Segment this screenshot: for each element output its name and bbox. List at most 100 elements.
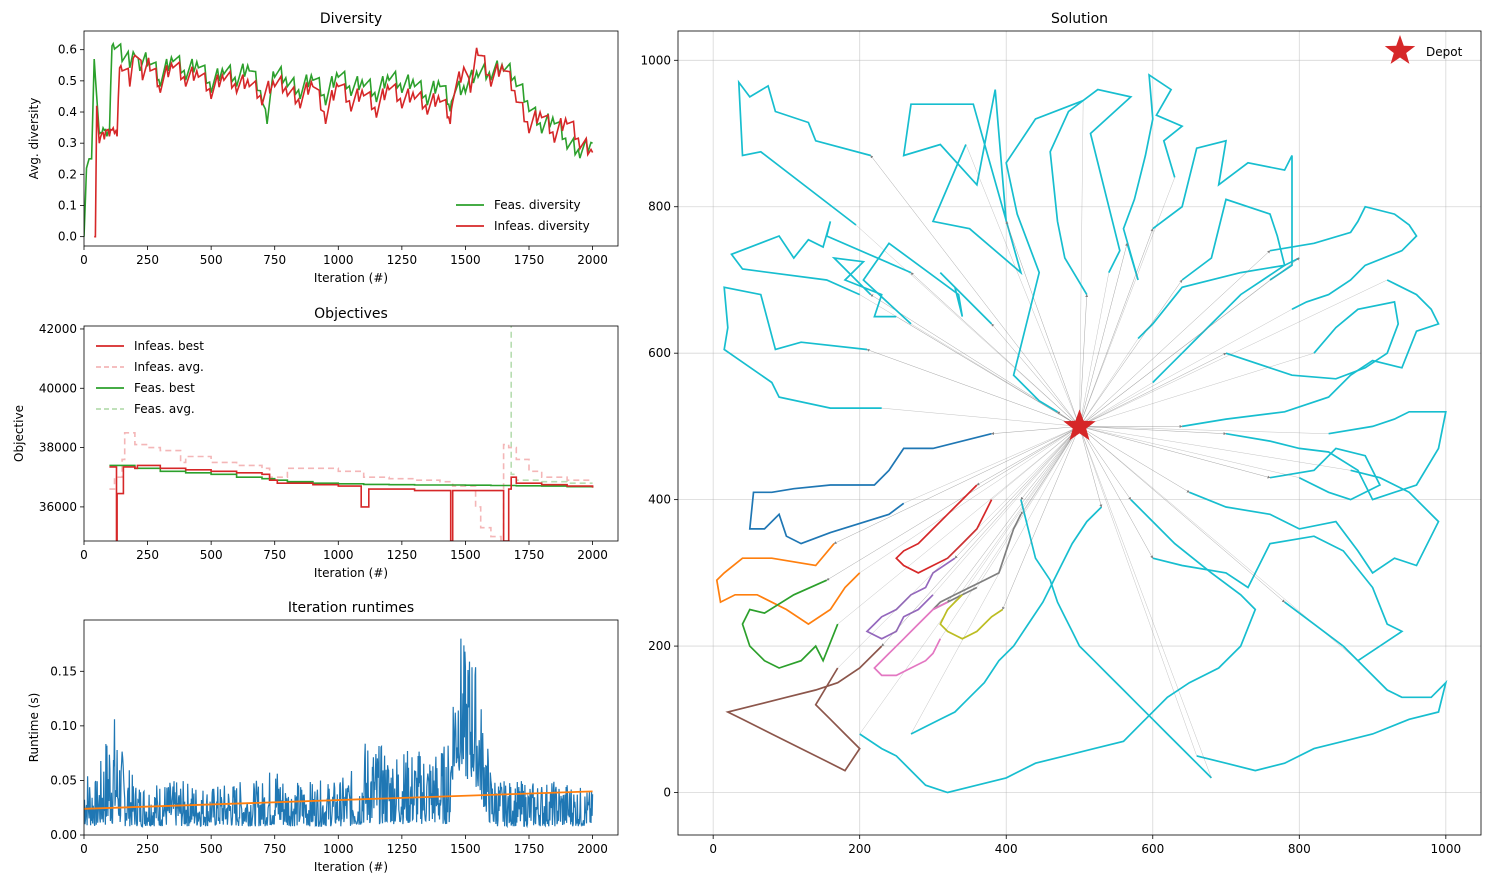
route-return-line bbox=[1079, 309, 1293, 427]
route-return-line bbox=[859, 426, 1080, 574]
objectives-chart: 0 250 500 750 1000 1250 1500 1750 2000 36000 38000… bbox=[12, 306, 619, 580]
legend-label: Feas. best bbox=[134, 381, 195, 395]
y-axis-label: Objective bbox=[12, 405, 26, 462]
route-arrow bbox=[866, 348, 1080, 427]
route-return-line bbox=[1079, 338, 1139, 427]
route-return-line bbox=[910, 323, 1080, 427]
runtimes-chart: 0 250 500 750 1000 1250 1500 1750 2000 0.00 0.05 0.… bbox=[27, 600, 619, 874]
route-return-line bbox=[1079, 426, 1300, 478]
route-line bbox=[1049, 88, 1133, 296]
route-arrow bbox=[826, 426, 1080, 581]
y-tick-label: 200 bbox=[648, 639, 671, 653]
route-return-line bbox=[837, 426, 1080, 669]
route-arrow bbox=[991, 426, 1080, 436]
x-tick-label: 2000 bbox=[577, 253, 608, 267]
legend-label: Infeas. best bbox=[134, 339, 204, 353]
route-arrow bbox=[1079, 426, 1227, 436]
x-tick-label: 1250 bbox=[387, 548, 418, 562]
route-return-line bbox=[1079, 426, 1329, 434]
y-tick-label: 0.6 bbox=[58, 43, 77, 57]
x-tick-label: 750 bbox=[263, 842, 286, 856]
route-arrow bbox=[1079, 228, 1154, 427]
y-tick-label: 0.00 bbox=[50, 828, 77, 842]
x-tick-label: 600 bbox=[1141, 842, 1164, 856]
legend-depot-marker bbox=[1384, 35, 1416, 64]
route-line bbox=[1005, 99, 1084, 413]
y-tick-label: 0.0 bbox=[58, 230, 77, 244]
x-tick-label: 1500 bbox=[450, 253, 481, 267]
route-arrow bbox=[833, 426, 1080, 544]
x-tick-label: 1750 bbox=[514, 842, 545, 856]
x-tick-label: 250 bbox=[136, 842, 159, 856]
y-tick-label: 0.10 bbox=[50, 719, 77, 733]
route-arrow bbox=[870, 155, 1080, 427]
y-tick-label: 0.3 bbox=[58, 136, 77, 150]
x-tick-label: 1000 bbox=[323, 548, 354, 562]
route-return-line bbox=[896, 316, 1080, 427]
legend-label: Feas. diversity bbox=[494, 198, 581, 212]
route-arrow bbox=[1002, 426, 1080, 610]
x-tick-label: 1750 bbox=[514, 253, 545, 267]
x-tick-label: 500 bbox=[200, 253, 223, 267]
diversity-chart: 0 250 500 750 1000 1250 1500 1750 2000 0.0 0.1 0.2 0… bbox=[27, 11, 619, 285]
route-line bbox=[902, 89, 1023, 276]
x-axis-label: Iteration (#) bbox=[314, 860, 388, 874]
y-tick-label: 800 bbox=[648, 200, 671, 214]
chart-title: Diversity bbox=[320, 11, 382, 27]
x-tick-label: 1250 bbox=[387, 842, 418, 856]
x-tick-label: 1000 bbox=[1431, 842, 1462, 856]
axes-frame bbox=[83, 30, 619, 247]
chart-title: Iteration runtimes bbox=[288, 600, 414, 616]
route-return-line bbox=[1079, 426, 1212, 778]
route-return-line bbox=[855, 224, 1080, 427]
route-return-line bbox=[910, 426, 1080, 735]
route-line bbox=[865, 557, 956, 640]
legend-label: Feas. avg. bbox=[134, 402, 195, 416]
x-tick-label: 250 bbox=[136, 548, 159, 562]
x-tick-label: 250 bbox=[136, 253, 159, 267]
route-return-line bbox=[1079, 272, 1110, 427]
axes-frame bbox=[83, 619, 619, 836]
y-tick-label: 0.05 bbox=[50, 773, 77, 787]
route-line bbox=[1152, 257, 1300, 384]
route-arrow bbox=[1079, 426, 1154, 559]
route-line bbox=[1152, 535, 1404, 662]
y-tick-label: 42000 bbox=[39, 322, 77, 336]
legend-label: Infeas. avg. bbox=[134, 360, 204, 374]
x-tick-label: 200 bbox=[848, 842, 871, 856]
route-arrow bbox=[1079, 352, 1227, 427]
route-line bbox=[939, 594, 1004, 640]
chart-title: Objectives bbox=[314, 306, 388, 322]
route-line bbox=[1181, 279, 1440, 428]
route-return-line bbox=[976, 426, 1080, 588]
route-return-line bbox=[991, 426, 1080, 500]
route-line bbox=[1225, 300, 1400, 380]
chart-title: Solution bbox=[1051, 11, 1108, 27]
x-tick-label: 750 bbox=[263, 548, 286, 562]
route-line bbox=[741, 579, 839, 669]
x-tick-label: 0 bbox=[80, 253, 88, 267]
route-arrow bbox=[1079, 250, 1271, 427]
series-line-3 bbox=[510, 326, 593, 485]
route-arrow bbox=[881, 426, 1080, 647]
route-return-line bbox=[1079, 382, 1153, 427]
route-arrow bbox=[910, 272, 1080, 427]
route-line bbox=[859, 498, 1257, 794]
x-tick-label: 1000 bbox=[323, 842, 354, 856]
axes-frame bbox=[677, 30, 1482, 836]
route-line bbox=[862, 242, 993, 325]
route-line bbox=[831, 256, 897, 318]
series-line-0 bbox=[84, 41, 593, 237]
series-line-1 bbox=[94, 47, 594, 238]
route-arrow bbox=[991, 323, 1080, 427]
x-tick-label: 500 bbox=[200, 842, 223, 856]
route-line bbox=[715, 543, 861, 626]
y-tick-label: 600 bbox=[648, 346, 671, 360]
route-arrow bbox=[1079, 426, 1286, 603]
depot-marker bbox=[1063, 409, 1096, 441]
route-arrow bbox=[976, 426, 1080, 486]
route-return-line bbox=[903, 426, 1080, 504]
route-line bbox=[1225, 410, 1447, 501]
x-tick-label: 400 bbox=[995, 842, 1018, 856]
